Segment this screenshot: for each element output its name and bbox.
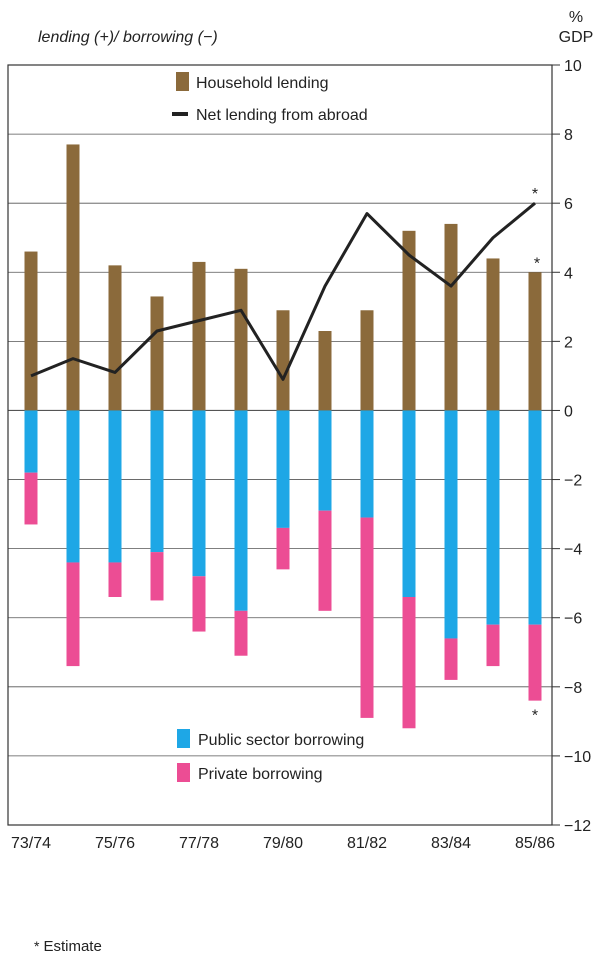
bar-household-lending: [528, 272, 542, 411]
y-tick-label: −10: [564, 749, 591, 766]
bar-household-lending: [318, 331, 332, 411]
bar-private-borrowing: [66, 562, 80, 667]
footnote-text: Estimate: [43, 938, 102, 955]
bar-private-borrowing: [192, 576, 206, 632]
y-tick-label: −6: [564, 611, 582, 628]
bar-private-borrowing: [528, 624, 542, 701]
bar-private-borrowing: [108, 562, 122, 597]
net-lending-line: [30, 202, 536, 381]
x-tick-label: 75/76: [95, 835, 135, 852]
bar-public-sector-borrowing: [276, 410, 290, 528]
y-tick-label: −2: [564, 473, 582, 490]
bar-household-lending: [192, 261, 206, 411]
bar-private-borrowing: [318, 510, 332, 611]
bar-public-sector-borrowing: [192, 410, 206, 577]
legend-swatch-public: [177, 729, 190, 748]
footnote: * Estimate: [34, 938, 102, 955]
bar-public-sector-borrowing: [66, 410, 80, 563]
x-tick-label: 81/82: [347, 835, 387, 852]
bar-private-borrowing: [234, 610, 248, 656]
bar-household-lending: [24, 251, 38, 411]
x-tick-label: 83/84: [431, 835, 471, 852]
plot-frame: [7, 64, 553, 826]
y-tick-label: 4: [564, 265, 573, 282]
bar-private-borrowing: [444, 638, 458, 680]
legend-swatch-household: [176, 72, 189, 91]
bar-public-sector-borrowing: [318, 410, 332, 511]
bar-public-sector-borrowing: [108, 410, 122, 563]
bar-private-borrowing: [276, 527, 290, 570]
bars: [24, 144, 542, 729]
bar-public-sector-borrowing: [24, 410, 38, 473]
bar-public-sector-borrowing: [360, 410, 374, 518]
bar-household-lending: [234, 268, 248, 411]
bar-private-borrowing: [486, 624, 500, 667]
bar-public-sector-borrowing: [444, 410, 458, 639]
bar-public-sector-borrowing: [528, 410, 542, 625]
bar-household-lending: [66, 144, 80, 411]
bar-private-borrowing: [402, 597, 416, 729]
y-tick-label: −4: [564, 542, 582, 559]
annotations: * * *: [532, 186, 540, 724]
estimate-marker: *: [532, 186, 538, 203]
bar-household-lending: [276, 310, 290, 411]
legend-label-private: Private borrowing: [198, 766, 323, 783]
legend-swatch-net-lending: [172, 112, 188, 116]
x-tick-label: 79/80: [263, 835, 303, 852]
y-tick-label: −12: [564, 818, 591, 835]
axes: 10 8 6 4 2 0 −2 −4 −6 −8 −10 −12 73/74 75/76 77/78 79/8…: [11, 58, 591, 852]
bar-household-lending: [360, 310, 374, 411]
legend-top: Household lending Net lending from abroa…: [172, 72, 368, 124]
bar-household-lending: [108, 265, 122, 411]
bar-household-lending: [150, 296, 164, 411]
bar-public-sector-borrowing: [234, 410, 248, 611]
bar-public-sector-borrowing: [486, 410, 500, 625]
legend-bottom: Public sector borrowing Private borrowin…: [177, 729, 364, 783]
y-tick-label: 8: [564, 127, 573, 144]
bar-private-borrowing: [150, 552, 164, 601]
legend-label-household: Household lending: [196, 75, 329, 92]
bar-private-borrowing: [24, 472, 38, 525]
bar-public-sector-borrowing: [402, 410, 416, 597]
x-tick-label: 85/86: [515, 835, 555, 852]
legend-swatch-private: [177, 763, 190, 782]
right-axis-unit-percent: %: [569, 9, 583, 26]
footnote-star: *: [34, 938, 40, 954]
legend-label-public: Public sector borrowing: [198, 732, 364, 749]
y-tick-label: 2: [564, 334, 573, 351]
legend-label-net-lending: Net lending from abroad: [196, 107, 368, 124]
right-axis-unit-gdp: GDP: [559, 29, 594, 46]
net-lending-line-path: [30, 202, 536, 381]
x-tick-label: 73/74: [11, 835, 51, 852]
y-tick-label: 0: [564, 403, 573, 420]
bar-public-sector-borrowing: [150, 410, 164, 553]
y-tick-label: 10: [564, 58, 582, 75]
estimate-marker: *: [532, 708, 538, 725]
bar-household-lending: [486, 258, 500, 411]
estimate-marker: *: [534, 255, 540, 272]
y-tick-label: 6: [564, 196, 573, 213]
left-axis-label: lending (+)/ borrowing (−): [38, 29, 218, 46]
bar-private-borrowing: [360, 517, 374, 718]
x-tick-label: 77/78: [179, 835, 219, 852]
bar-household-lending: [402, 230, 416, 411]
y-tick-label: −8: [564, 680, 582, 697]
bar-household-lending: [444, 223, 458, 411]
